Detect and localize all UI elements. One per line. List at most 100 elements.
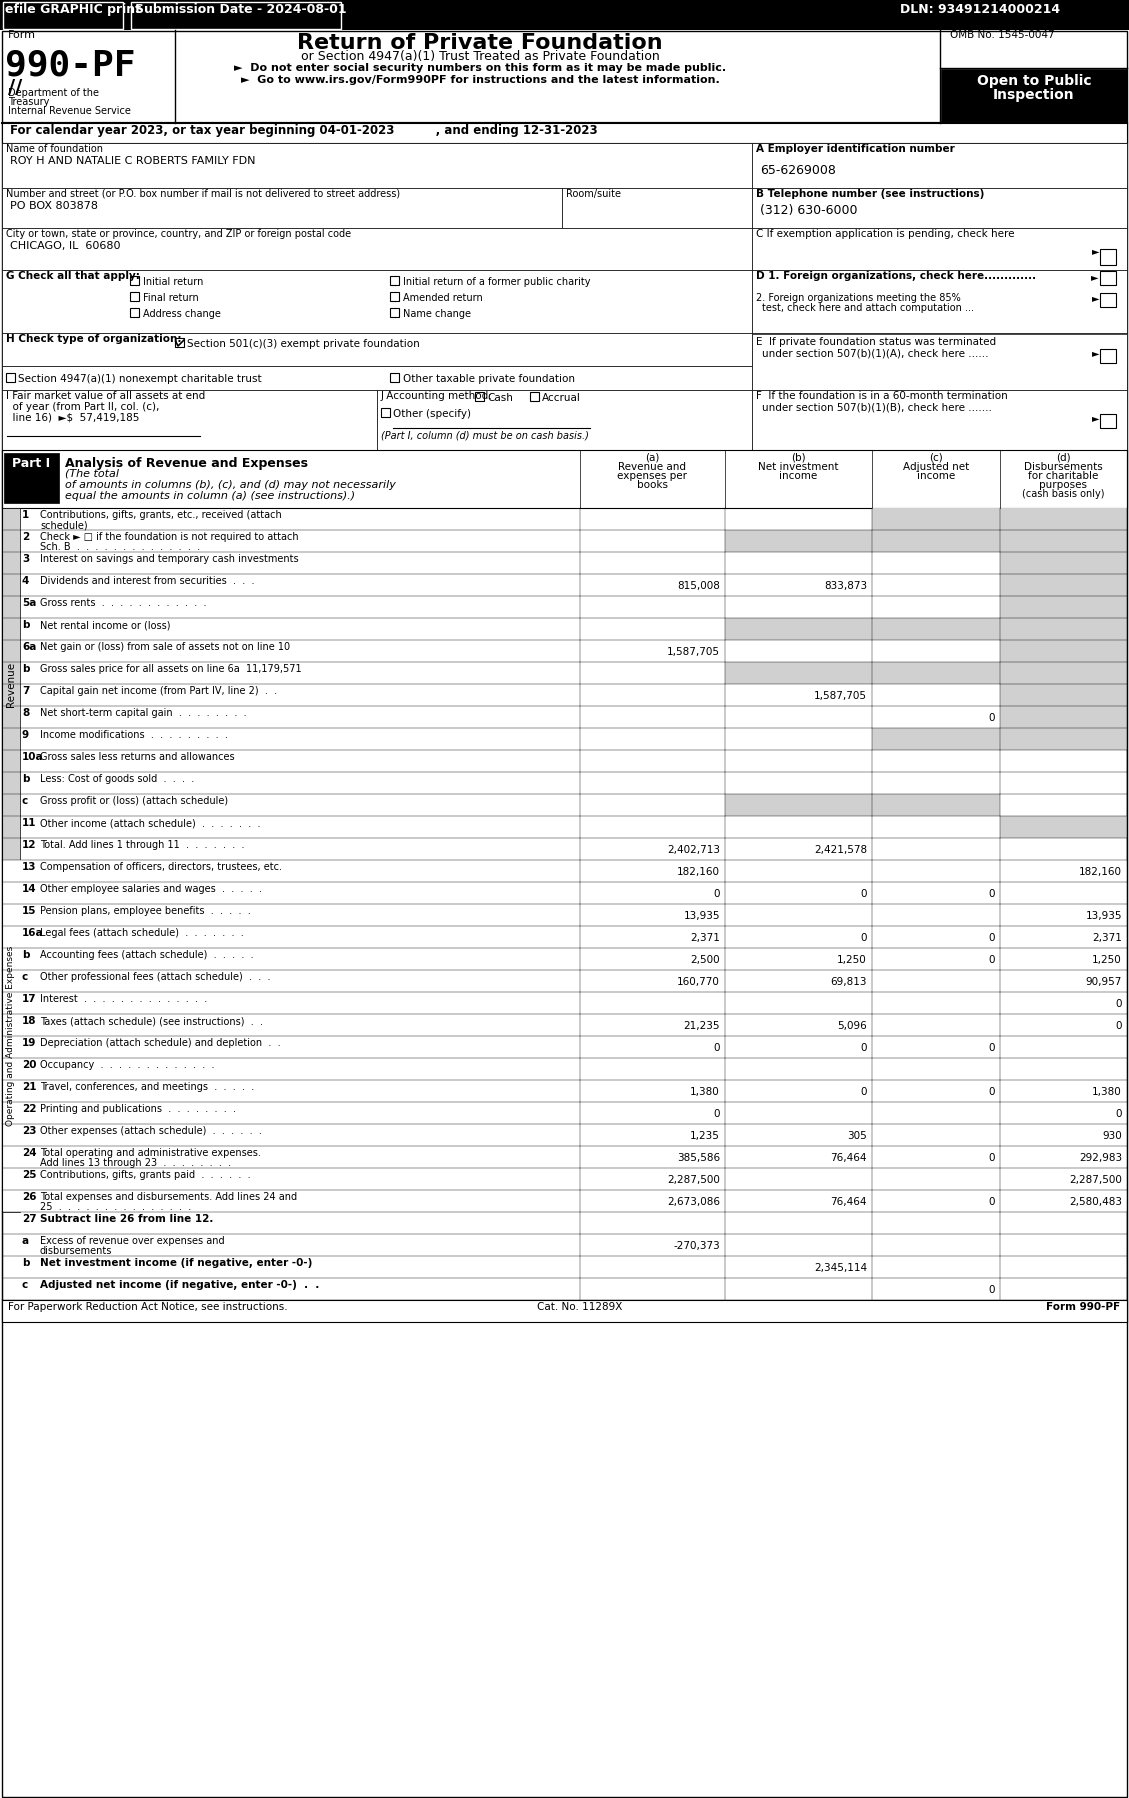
Bar	[1000, 530, 1127, 552]
Text: 2,421,578: 2,421,578	[814, 845, 867, 856]
Text: Number and street (or P.O. box number if mail is not delivered to street address: Number and street (or P.O. box number if…	[6, 189, 400, 200]
Text: Capital gain net income (from Part IV, line 2)  .  .: Capital gain net income (from Part IV, l…	[40, 687, 277, 696]
Text: 6a: 6a	[21, 642, 36, 653]
Text: Initial return: Initial return	[143, 277, 203, 288]
Text: Net short-term capital gain  .  .  .  .  .  .  .  .: Net short-term capital gain . . . . . . …	[40, 708, 246, 717]
Text: 990-PF: 990-PF	[5, 49, 135, 83]
Bar	[390, 307, 399, 316]
Text: c: c	[21, 1280, 28, 1289]
Text: 18: 18	[21, 1016, 36, 1027]
Text: 65-6269008: 65-6269008	[760, 164, 835, 176]
Bar	[2, 1014, 1127, 1036]
Text: 26: 26	[21, 1192, 36, 1203]
Bar	[872, 728, 1000, 750]
Text: of amounts in columns (b), (c), and (d) may not necessarily: of amounts in columns (b), (c), and (d) …	[65, 480, 396, 491]
Text: 17: 17	[21, 994, 36, 1003]
Text: Other income (attach schedule)  .  .  .  .  .  .  .: Other income (attach schedule) . . . . .…	[40, 818, 261, 829]
Text: Taxes (attach schedule) (see instructions)  .  .: Taxes (attach schedule) (see instruction…	[40, 1016, 263, 1027]
Text: 11: 11	[21, 818, 36, 829]
Text: Compensation of officers, directors, trustees, etc.: Compensation of officers, directors, tru…	[40, 861, 282, 872]
Text: Legal fees (attach schedule)  .  .  .  .  .  .  .: Legal fees (attach schedule) . . . . . .…	[40, 928, 244, 939]
Text: Amended return: Amended return	[403, 293, 483, 304]
Text: 76,464: 76,464	[831, 1153, 867, 1163]
Bar	[872, 509, 1000, 530]
Bar	[1000, 595, 1127, 619]
Text: (d): (d)	[1056, 453, 1070, 464]
Bar	[2, 904, 1127, 926]
Bar	[2, 1081, 1127, 1102]
Text: books: books	[637, 480, 667, 491]
Text: 0: 0	[989, 1286, 995, 1295]
Text: 160,770: 160,770	[677, 976, 720, 987]
Text: 385,586: 385,586	[677, 1153, 720, 1163]
Text: E  If private foundation status was terminated: E If private foundation status was termi…	[756, 336, 996, 347]
Text: Travel, conferences, and meetings  .  .  .  .  .: Travel, conferences, and meetings . . . …	[40, 1082, 254, 1091]
Text: Submission Date - 2024-08-01: Submission Date - 2024-08-01	[135, 4, 347, 16]
Text: 292,983: 292,983	[1079, 1153, 1122, 1163]
Text: a: a	[21, 1235, 29, 1246]
Text: CHICAGO, IL  60680: CHICAGO, IL 60680	[10, 241, 121, 252]
Text: 1,250: 1,250	[838, 955, 867, 966]
Text: Accrual: Accrual	[542, 394, 581, 403]
Text: Add lines 13 through 23  .  .  .  .  .  .  .  .: Add lines 13 through 23 . . . . . . . .	[40, 1158, 231, 1169]
Text: 0: 0	[989, 1197, 995, 1206]
Text: Net gain or (loss) from sale of assets not on line 10: Net gain or (loss) from sale of assets n…	[40, 642, 290, 653]
Text: 23: 23	[21, 1126, 36, 1136]
Bar	[752, 144, 1127, 189]
Text: b: b	[21, 1259, 29, 1268]
Text: or Section 4947(a)(1) Trust Treated as Private Foundation: or Section 4947(a)(1) Trust Treated as P…	[300, 50, 659, 63]
Bar	[725, 795, 872, 816]
Text: Pension plans, employee benefits  .  .  .  .  .: Pension plans, employee benefits . . . .…	[40, 906, 251, 915]
Text: 22: 22	[21, 1104, 36, 1115]
Text: 3: 3	[21, 554, 29, 565]
Text: 1,250: 1,250	[1092, 955, 1122, 966]
Text: 182,160: 182,160	[677, 867, 720, 877]
Text: schedule): schedule)	[40, 520, 88, 530]
Bar	[1000, 619, 1127, 640]
Bar	[2, 333, 752, 367]
Text: Depreciation (attach schedule) and depletion  .  .: Depreciation (attach schedule) and deple…	[40, 1037, 281, 1048]
Text: b: b	[21, 773, 29, 784]
Bar	[872, 795, 1000, 816]
Text: City or town, state or province, country, and ZIP or foreign postal code: City or town, state or province, country…	[6, 228, 351, 239]
Bar	[130, 277, 139, 286]
Text: Other expenses (attach schedule)  .  .  .  .  .  .: Other expenses (attach schedule) . . . .…	[40, 1126, 262, 1136]
Text: Revenue: Revenue	[6, 662, 16, 707]
Text: 76,464: 76,464	[831, 1197, 867, 1206]
Text: F  If the foundation is in a 60-month termination: F If the foundation is in a 60-month ter…	[756, 390, 1008, 401]
Text: (Part I, column (d) must be on cash basis.): (Part I, column (d) must be on cash basi…	[380, 432, 589, 441]
Text: Form: Form	[8, 31, 36, 40]
Text: 2: 2	[21, 532, 29, 541]
Text: 0: 0	[1115, 1021, 1122, 1030]
Bar	[872, 530, 1000, 552]
Text: (c): (c)	[929, 453, 943, 464]
Text: //: //	[8, 77, 23, 97]
Text: income: income	[779, 471, 817, 482]
Text: disbursements: disbursements	[40, 1246, 113, 1257]
Text: under section 507(b)(1)(B), check here .......: under section 507(b)(1)(B), check here .…	[762, 403, 992, 412]
Text: DLN: 93491214000214: DLN: 93491214000214	[900, 4, 1060, 16]
Bar	[2, 1102, 1127, 1124]
Text: Total expenses and disbursements. Add lines 24 and: Total expenses and disbursements. Add li…	[40, 1192, 297, 1203]
Text: Form 990-PF: Form 990-PF	[1045, 1302, 1120, 1313]
Bar	[175, 338, 184, 347]
Text: 2. Foreign organizations meeting the 85%: 2. Foreign organizations meeting the 85%	[756, 293, 961, 304]
Text: 0: 0	[1115, 1109, 1122, 1118]
Text: equal the amounts in column (a) (see instructions).): equal the amounts in column (a) (see ins…	[65, 491, 356, 502]
Text: Room/suite: Room/suite	[566, 189, 621, 200]
Bar	[1000, 509, 1127, 530]
Text: Final return: Final return	[143, 293, 199, 304]
Text: expenses per: expenses per	[618, 471, 688, 482]
Text: Cash: Cash	[487, 394, 513, 403]
Text: Adjusted net: Adjusted net	[903, 462, 969, 473]
Text: 0: 0	[860, 1043, 867, 1054]
Text: Name of foundation: Name of foundation	[6, 144, 103, 155]
Text: Net investment: Net investment	[758, 462, 838, 473]
Bar	[1000, 683, 1127, 707]
Text: Address change: Address change	[143, 309, 221, 318]
Bar	[872, 619, 1000, 640]
Text: 815,008: 815,008	[677, 581, 720, 592]
Text: Subtract line 26 from line 12.: Subtract line 26 from line 12.	[40, 1214, 213, 1224]
Text: Less: Cost of goods sold  .  .  .  .: Less: Cost of goods sold . . . .	[40, 773, 194, 784]
Bar	[2, 992, 1127, 1014]
